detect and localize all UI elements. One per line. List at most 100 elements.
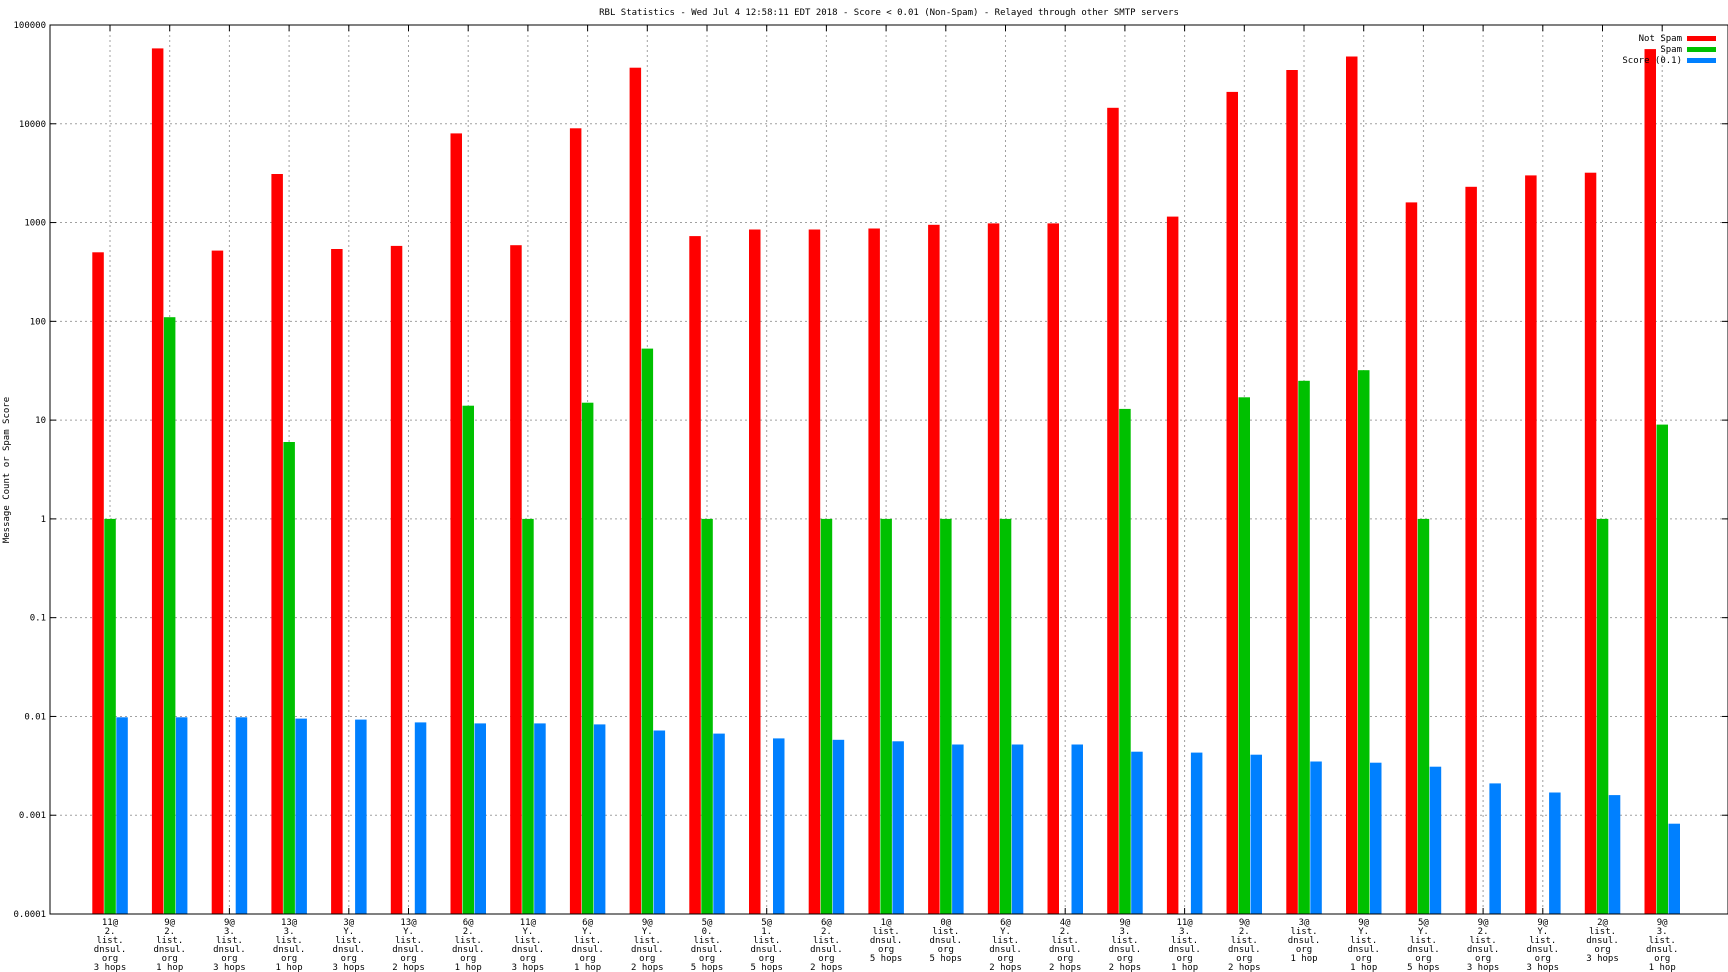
y-tick-label: 100000 [13,21,46,31]
x-category-label: dnsul. [750,945,783,955]
x-category-label: list. [395,936,422,946]
x-category-label: 9@ [642,918,653,928]
x-category-label: dnsul. [333,945,366,955]
bar-2-2 [235,717,248,914]
bar-1-25 [1596,518,1609,914]
bar-0-13 [868,228,880,914]
x-category-label: 6@ [821,918,832,928]
x-category-label: Y. [582,927,593,937]
x-category-label: list. [932,927,959,937]
x-category-label: list. [693,936,720,946]
bar-0-2 [211,250,224,915]
x-category-label: 3 hops [512,963,545,972]
x-category-label: list. [514,936,541,946]
y-tick-label: 0.001 [19,811,46,821]
x-category-label: dnsul. [571,945,604,955]
x-category-label: org [341,954,357,964]
bar-2-16 [1071,744,1083,914]
x-category-label: dnsul. [213,945,246,955]
x-category-label: 9@ [1358,918,1369,928]
x-category-label: 1 hop [156,963,183,972]
bar-2-4 [355,719,367,914]
y-tick-label: 0.1 [30,614,46,624]
x-category-label: org [1415,954,1431,964]
x-category-label: org [818,954,834,964]
x-category-label: list. [1589,927,1616,937]
bar-2-13 [892,741,904,914]
bar-2-3 [295,718,307,914]
x-category-label: list. [992,936,1019,946]
x-category-label: 2. [1239,927,1250,937]
bar-0-19 [1226,91,1238,914]
x-category-label: org [997,954,1013,964]
x-category-label: 1 hop [1171,963,1198,972]
bar-2-8 [593,724,606,914]
bar-2-20 [1310,761,1322,914]
x-category-label: dnsul. [870,936,903,946]
bar-0-22 [1405,202,1418,914]
bar-2-6 [474,723,486,914]
bar-2-19 [1250,754,1262,914]
x-category-label: list. [276,936,303,946]
bar-0-1 [151,48,164,914]
x-category-label: dnsul. [153,945,186,955]
x-category-label: org [1117,954,1133,964]
x-category-label: 3 hops [1467,963,1500,972]
x-category-label: org [102,954,118,964]
x-category-label: org [1236,954,1252,964]
bar-0-21 [1346,56,1358,914]
x-category-label: 5 hops [870,954,903,964]
bar-1-15 [999,518,1012,914]
x-category-label: 11@ [1176,918,1193,928]
bar-0-3 [271,174,283,914]
x-category-label: list. [1290,927,1317,937]
x-category-label: 6@ [1000,918,1011,928]
x-category-label: 1 hop [1350,963,1377,972]
x-category-label: list. [335,936,362,946]
bar-0-8 [569,128,582,915]
bar-0-15 [987,223,1000,914]
x-category-label: org [1176,954,1192,964]
x-category-label: 11@ [520,918,537,928]
x-category-label: Y. [642,927,653,937]
x-category-label: list. [96,936,123,946]
bar-2-12 [832,739,845,914]
x-category-label: 6@ [582,918,593,928]
bar-1-19 [1238,397,1250,914]
bar-2-14 [952,744,964,914]
bar-1-0 [104,518,116,914]
legend-swatch [1687,47,1716,52]
x-category-label: dnsul. [1467,945,1500,955]
bar-1-17 [1119,408,1131,914]
x-category-label: 2 hops [1109,963,1142,972]
legend-label: Not Spam [1639,34,1682,44]
x-category-label: 9@ [224,918,235,928]
x-category-label: org [699,954,715,964]
x-category-label: 9@ [1239,918,1250,928]
x-category-label: org [1594,945,1610,955]
bar-2-23 [1489,783,1501,914]
x-category-label: 9@ [1119,918,1130,928]
x-category-label: 5 hops [1407,963,1440,972]
x-category-label: 9@ [1537,918,1548,928]
x-category-label: dnsul. [1168,945,1201,955]
x-category-label: 3. [1119,927,1130,937]
bar-1-22 [1417,518,1430,914]
x-category-label: Y. [403,927,414,937]
bar-2-1 [175,717,188,914]
bar-2-15 [1011,744,1024,914]
x-category-label: 2 hops [989,963,1022,972]
bar-1-12 [820,518,833,914]
x-category-label: dnsul. [452,945,485,955]
x-category-label: list. [1350,936,1377,946]
x-category-label: 3@ [343,918,354,928]
x-category-label: 1 hop [455,963,482,972]
x-category-label: list. [813,936,840,946]
x-category-label: org [938,945,954,955]
bar-2-5 [414,722,427,914]
bar-1-1 [163,317,176,914]
x-category-label: list. [1231,936,1258,946]
